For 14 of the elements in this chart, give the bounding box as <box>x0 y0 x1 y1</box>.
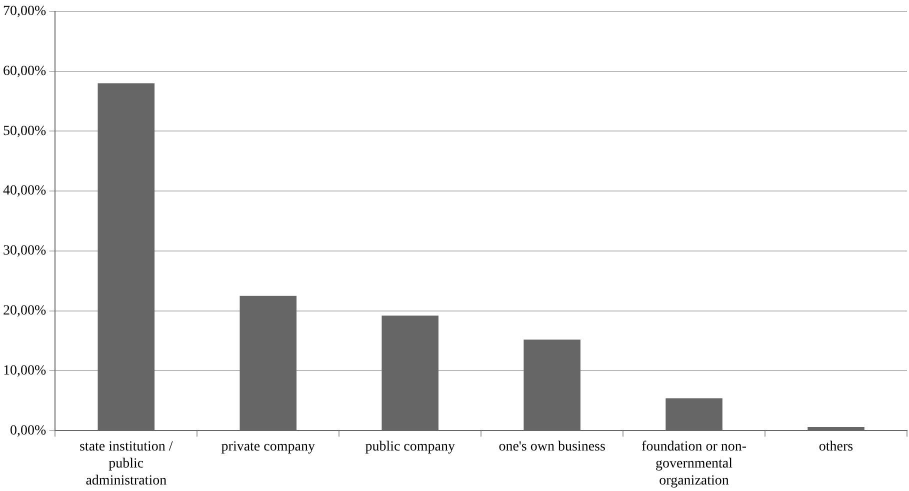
y-tick-label: 30,00% <box>2 244 46 259</box>
y-tick-label: 40,00% <box>2 184 46 199</box>
y-tick-label: 20,00% <box>2 304 46 318</box>
x-tick-label: others <box>818 440 854 455</box>
x-tick-label: public company <box>365 440 455 455</box>
y-tick-label: 70,00% <box>2 4 46 20</box>
x-tick-label: foundation or non-governmental organization <box>642 440 747 488</box>
y-tick-label: 10,00% <box>2 363 46 378</box>
y-tick-label: 0,00% <box>10 423 46 438</box>
x-tick-label: one's own business <box>498 440 606 455</box>
x-tick-label: private company <box>221 440 315 455</box>
x-tick-label: state institution / public administration <box>79 440 173 488</box>
y-tick-label: 50,00% <box>2 124 46 139</box>
y-tick-label: 60,00% <box>2 64 46 79</box>
